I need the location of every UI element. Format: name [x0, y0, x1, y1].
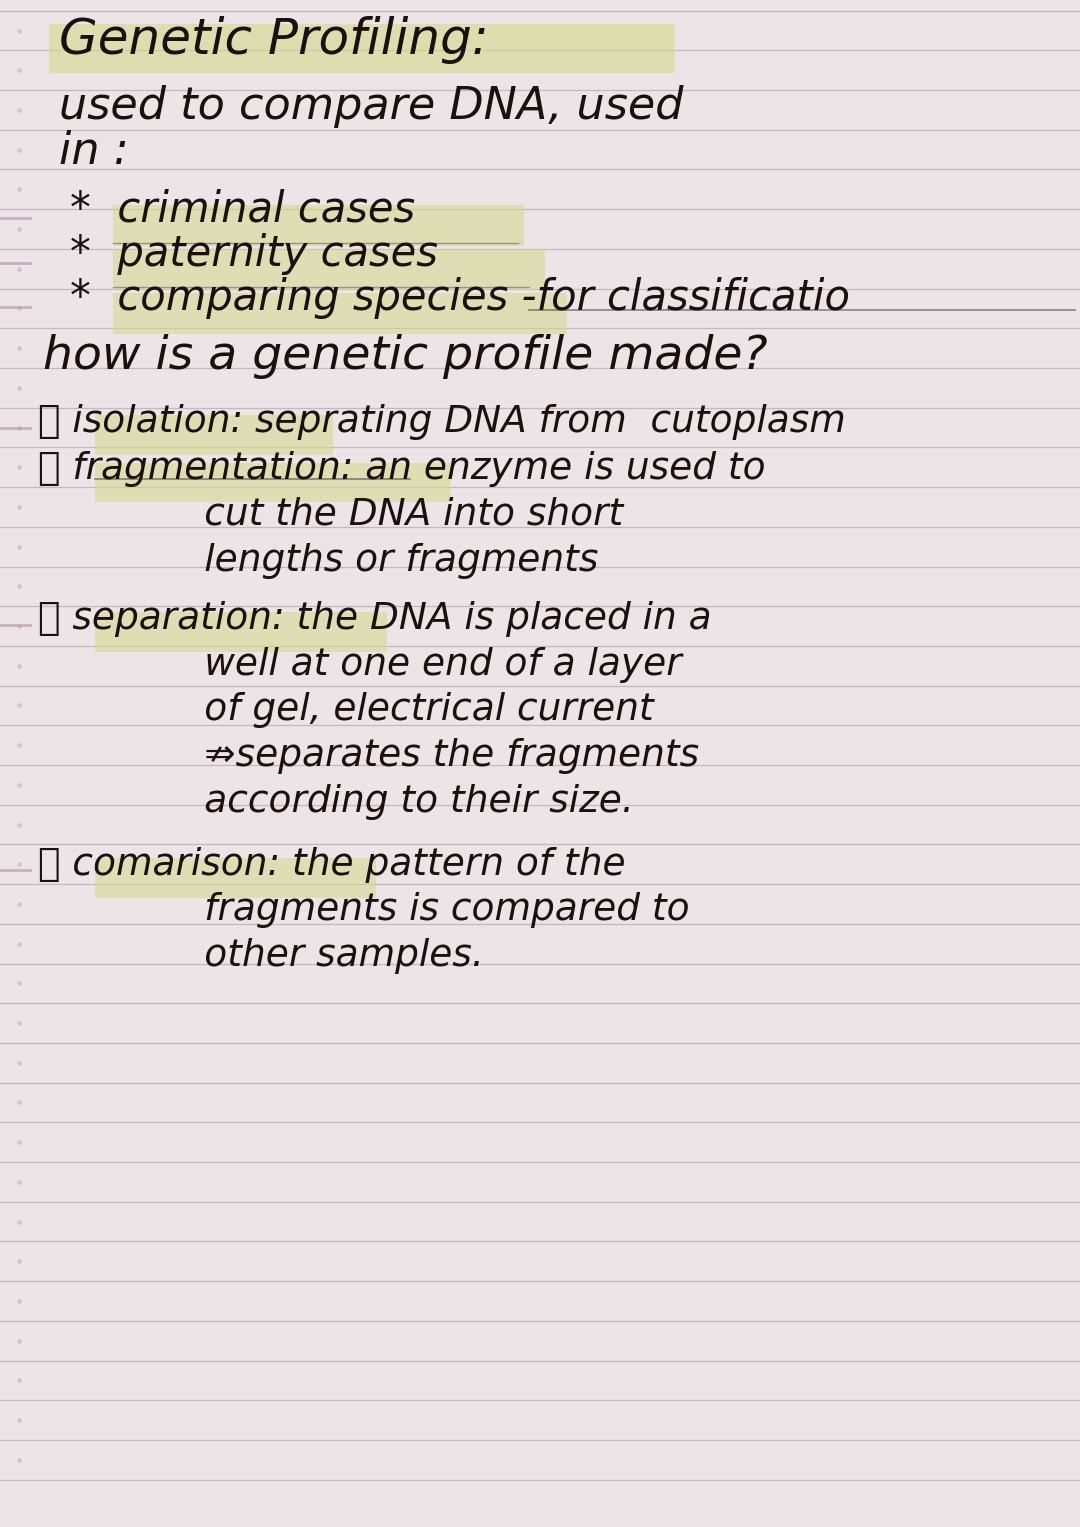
Bar: [49, 24, 675, 73]
Text: used to compare DNA, used: used to compare DNA, used: [59, 86, 684, 128]
Text: ⓚ separation: the DNA is placed in a: ⓚ separation: the DNA is placed in a: [38, 600, 712, 637]
Text: *  paternity cases: * paternity cases: [70, 232, 438, 275]
Text: in :: in :: [59, 130, 130, 173]
Bar: [113, 249, 545, 290]
Text: lengths or fragments: lengths or fragments: [38, 542, 598, 579]
Bar: [113, 205, 524, 246]
Text: ⓙ fragmentation: an enzyme is used to: ⓙ fragmentation: an enzyme is used to: [38, 450, 766, 487]
Text: ⇏separates the fragments: ⇏separates the fragments: [38, 738, 699, 774]
Bar: [95, 415, 333, 455]
Text: cut the DNA into short: cut the DNA into short: [38, 496, 623, 533]
Text: ⓛ comarison: the pattern of the: ⓛ comarison: the pattern of the: [38, 846, 625, 883]
Bar: [95, 463, 451, 502]
Text: of gel, electrical current: of gel, electrical current: [38, 692, 653, 728]
Text: ⓘ isolation: seprating DNA from  cutoplasm: ⓘ isolation: seprating DNA from cutoplas…: [38, 403, 846, 440]
Text: other samples.: other samples.: [38, 938, 484, 974]
Text: *  criminal cases: * criminal cases: [70, 188, 416, 231]
Bar: [95, 612, 387, 652]
Bar: [113, 293, 567, 334]
Text: according to their size.: according to their size.: [38, 783, 634, 820]
Text: Genetic Profiling:: Genetic Profiling:: [59, 17, 489, 64]
Text: well at one end of a layer: well at one end of a layer: [38, 646, 681, 683]
Bar: [95, 858, 376, 898]
Text: how is a genetic profile made?: how is a genetic profile made?: [43, 334, 768, 379]
Text: fragments is compared to: fragments is compared to: [38, 892, 689, 928]
Text: *  comparing species -for classificatio: * comparing species -for classificatio: [70, 276, 850, 319]
